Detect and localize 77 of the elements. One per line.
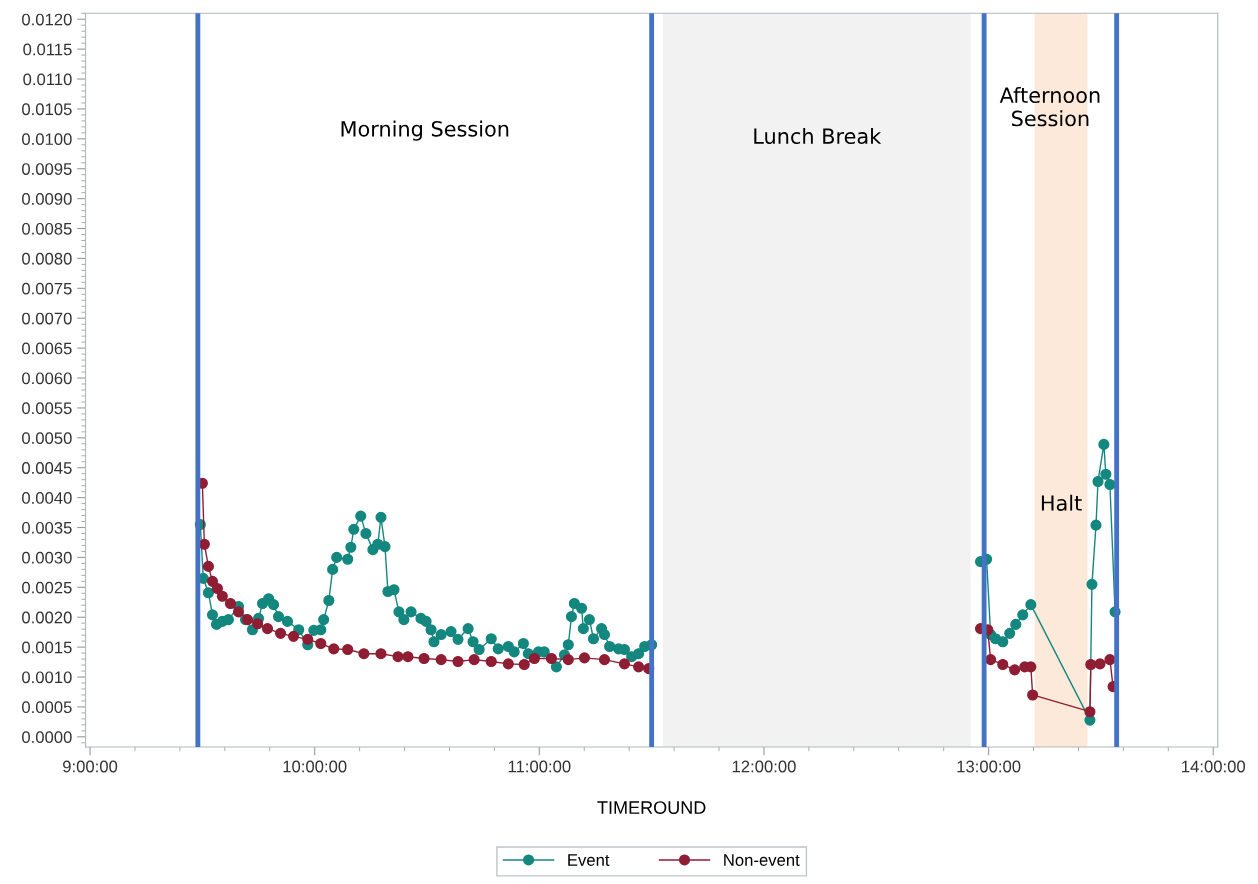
point — [545, 652, 558, 665]
x-tick-label: 14:00:00 — [1182, 760, 1246, 773]
x-axis-title: TIMEROUND — [597, 801, 706, 814]
point — [418, 652, 430, 665]
point — [392, 651, 404, 663]
annotation: Morning Session — [341, 120, 509, 141]
y-tick-label: 0.0055 — [22, 402, 72, 415]
x-tick-label: 13:00:00 — [957, 760, 1021, 773]
point — [375, 648, 387, 660]
y-tick-label: 0.0025 — [22, 581, 72, 594]
y-tick-label: 0.0015 — [22, 641, 72, 654]
point — [202, 560, 214, 572]
y-tick-label: 0.0050 — [22, 432, 72, 445]
point — [485, 655, 497, 668]
point — [562, 654, 574, 666]
x-tick-label: 11:00:00 — [508, 760, 571, 773]
point — [1009, 664, 1021, 676]
point — [997, 658, 1009, 671]
y-tick-label: 0.0065 — [22, 342, 72, 355]
y-tick-label: 0.0075 — [22, 282, 72, 295]
y-tick-label: 0.0095 — [22, 163, 72, 175]
y-tick-label: 0.0090 — [22, 193, 72, 205]
y-tick-label: 0.0105 — [22, 103, 72, 116]
y-tick-label: 0.0080 — [22, 252, 72, 265]
y-tick-label: 0.0070 — [22, 312, 72, 325]
y-tick-label: 0.0120 — [22, 13, 72, 26]
point — [1094, 658, 1106, 670]
y-tick-label: 0.0100 — [22, 133, 72, 146]
point — [1084, 706, 1096, 718]
y-tick-label: 0.0085 — [22, 222, 72, 235]
point — [358, 648, 370, 660]
y-tick-label: 0.0000 — [22, 731, 72, 744]
point — [1085, 658, 1097, 671]
point — [211, 582, 223, 595]
point — [206, 575, 219, 587]
y-tick-label: 0.0030 — [22, 551, 72, 564]
point — [302, 633, 314, 645]
legend-label: Non-event — [724, 854, 800, 866]
point — [598, 654, 611, 666]
point — [224, 597, 236, 610]
point — [633, 661, 645, 673]
point — [518, 658, 530, 671]
band-label: Halt — [1041, 494, 1082, 511]
point — [216, 590, 228, 602]
band-label: Lunch Break — [754, 127, 882, 145]
point — [315, 637, 327, 650]
point — [1027, 689, 1039, 701]
y-tick-label: 0.0035 — [22, 521, 72, 534]
x-tick-label: 9:00:00 — [63, 760, 118, 773]
y-tick-label: 0.0040 — [22, 492, 72, 504]
point — [274, 627, 287, 639]
annotation: Afternoon Session — [999, 86, 1100, 127]
point — [502, 658, 514, 670]
y-tick-label: 0.0115 — [23, 43, 72, 56]
point — [435, 654, 447, 666]
point — [261, 623, 274, 635]
point — [528, 652, 540, 665]
point — [402, 651, 414, 663]
point — [578, 652, 591, 664]
legend-label: Event — [568, 854, 610, 866]
y-tick-label: 0.0045 — [22, 462, 72, 474]
point — [468, 654, 480, 666]
point — [288, 630, 300, 642]
y-tick-label: 0.0060 — [22, 372, 72, 385]
y-tick-label: 0.0005 — [22, 701, 72, 714]
point — [328, 643, 340, 655]
point — [618, 658, 631, 670]
point — [252, 618, 264, 630]
x-tick-label: 10:00:00 — [283, 760, 347, 773]
y-tick-label: 0.0010 — [22, 671, 72, 684]
y-tick-label: 0.0110 — [23, 73, 72, 86]
point — [232, 606, 245, 618]
y-tick-label: 0.0020 — [22, 611, 72, 624]
point — [452, 655, 464, 668]
point — [1104, 654, 1116, 666]
x-tick-label: 12:00:00 — [732, 760, 796, 773]
point — [342, 643, 354, 656]
